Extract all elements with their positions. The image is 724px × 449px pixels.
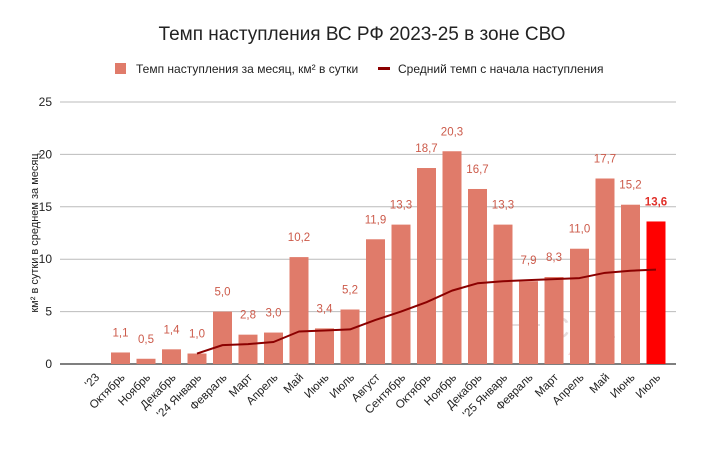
data-label: 20,3 xyxy=(441,126,463,138)
y-tick-label: 0 xyxy=(45,357,52,371)
bar xyxy=(366,239,385,364)
y-tick-label: 15 xyxy=(39,200,53,214)
data-label: 2,8 xyxy=(240,310,256,322)
data-label: 13,6 xyxy=(645,196,667,208)
bar xyxy=(340,309,360,364)
bar xyxy=(238,334,258,364)
data-label: 8,3 xyxy=(546,252,562,264)
y-tick-label: 25 xyxy=(39,95,53,109)
chart-title: Темп наступления ВС РФ 2023-25 в зоне СВ… xyxy=(159,24,566,45)
bar xyxy=(595,178,615,364)
data-label: 17,7 xyxy=(594,154,616,166)
bar xyxy=(621,204,640,364)
data-label: 3,4 xyxy=(317,303,334,315)
bar xyxy=(213,311,232,364)
data-label: 3,0 xyxy=(266,308,282,320)
bar xyxy=(315,328,334,364)
average-line xyxy=(196,268,657,355)
bar xyxy=(136,358,156,364)
data-label: 1,1 xyxy=(113,327,129,339)
legend-label-bars: Темп наступления за месяц, км² в сутки xyxy=(136,62,358,76)
data-label: 5,0 xyxy=(215,287,231,299)
bar xyxy=(570,248,589,364)
y-tick-label: 10 xyxy=(39,252,53,266)
x-tick-label: Июль xyxy=(634,372,663,401)
y-tick-label: 5 xyxy=(45,305,52,319)
x-tick-label: '23 xyxy=(83,372,102,391)
bar xyxy=(289,257,309,364)
data-label: 13,3 xyxy=(492,200,514,212)
bar xyxy=(646,221,666,364)
bar xyxy=(162,349,181,364)
y-tick-label: 20 xyxy=(39,147,53,161)
data-label: 0,5 xyxy=(138,334,154,346)
data-label: 1,0 xyxy=(189,329,205,341)
bar xyxy=(391,224,411,364)
bar xyxy=(493,224,513,364)
data-label: 15,2 xyxy=(619,180,641,192)
data-label: 18,7 xyxy=(415,143,437,155)
bar xyxy=(111,352,130,364)
legend: Темп наступления за месяц, км² в сутки С… xyxy=(115,62,603,76)
legend-label-line: Средний темп с начала наступления xyxy=(398,62,603,76)
bar xyxy=(442,151,462,364)
bar xyxy=(417,168,436,364)
bar xyxy=(519,281,538,364)
bar xyxy=(187,353,207,364)
data-label: 7,9 xyxy=(521,255,537,267)
data-label: 16,7 xyxy=(466,164,488,176)
legend-swatch-line xyxy=(378,67,390,70)
x-tick-label: Июнь xyxy=(302,372,331,401)
legend-swatch-bars xyxy=(115,63,126,74)
bar xyxy=(544,277,564,364)
data-label: 11,9 xyxy=(365,214,387,226)
data-label: 13,3 xyxy=(390,200,412,212)
bar xyxy=(264,332,283,364)
data-label: 5,2 xyxy=(342,285,358,297)
bar xyxy=(468,188,487,364)
x-tick-label: Июнь xyxy=(608,372,637,401)
data-label: 11,0 xyxy=(569,224,591,236)
y-axis-label: км² в сутки в среднем за месяц xyxy=(29,153,41,313)
data-label: 10,2 xyxy=(288,232,310,244)
data-label: 1,4 xyxy=(164,324,181,336)
